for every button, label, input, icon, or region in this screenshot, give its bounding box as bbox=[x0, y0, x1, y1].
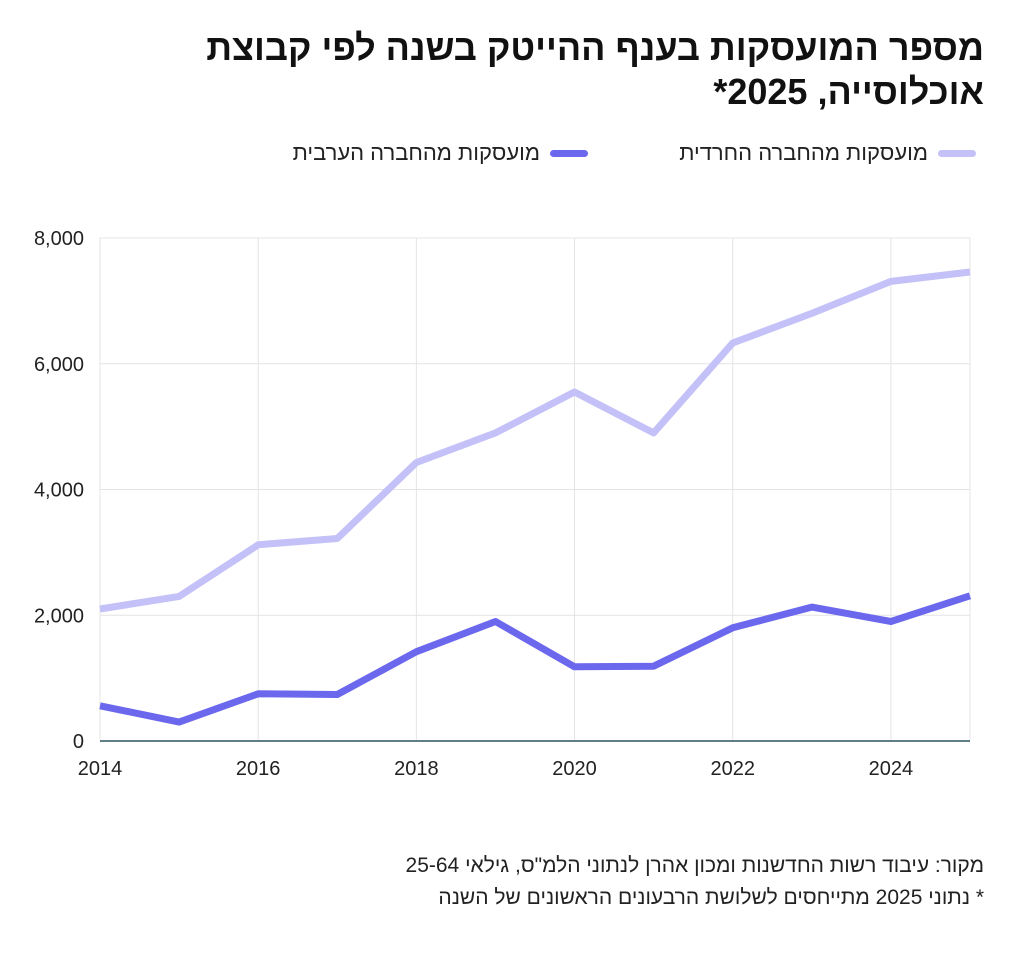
legend-label-arab: מועסקות מהחברה הערבית bbox=[292, 140, 540, 165]
x-tick-label: 2014 bbox=[78, 758, 123, 780]
chart-title: מספר המועסקות בענף ההייטק בשנה לפי קבוצת… bbox=[206, 27, 984, 112]
source-note: מקור: עיבוד רשות החדשנות ומכון אהרן לנתו… bbox=[405, 854, 984, 877]
legend-item-arab: מועסקות מהחברה הערבית bbox=[293, 140, 588, 166]
series-line-0 bbox=[99, 268, 971, 613]
legend-item-haredi: מועסקות מהחברה החרדית bbox=[679, 140, 976, 166]
line-chart: 0 2,000 4,000 6,000 8,000 2014 2016 2018 2020 202… bbox=[34, 228, 972, 780]
x-tick-label: 2024 bbox=[869, 758, 914, 780]
y-tick-label: 8,000 bbox=[34, 228, 84, 250]
y-tick-label: 2,000 bbox=[34, 605, 84, 627]
x-tick-label: 2018 bbox=[394, 758, 439, 780]
series-line-1 bbox=[99, 592, 972, 726]
y-tick-label: 4,000 bbox=[34, 480, 84, 502]
legend-label-haredi: מועסקות מהחברה החרדית bbox=[679, 140, 928, 165]
footnote: * נתוני 2025 מתייחסים לשלושת הרבעונים הר… bbox=[438, 886, 984, 909]
legend-swatch-haredi bbox=[938, 149, 976, 157]
y-tick-label: 6,000 bbox=[34, 354, 84, 376]
x-tick-label: 2022 bbox=[710, 758, 755, 780]
y-tick-label: 0 bbox=[73, 731, 84, 753]
x-tick-label: 2016 bbox=[236, 758, 281, 780]
chart-notes: מקור: עיבוד רשות החדשנות ומכון אהרן לנתו… bbox=[84, 850, 984, 914]
legend: מועסקות מהחברה החרדית מועסקות מהחברה הער… bbox=[0, 140, 1024, 176]
x-tick-label: 2020 bbox=[552, 758, 597, 780]
legend-swatch-arab bbox=[550, 149, 588, 157]
